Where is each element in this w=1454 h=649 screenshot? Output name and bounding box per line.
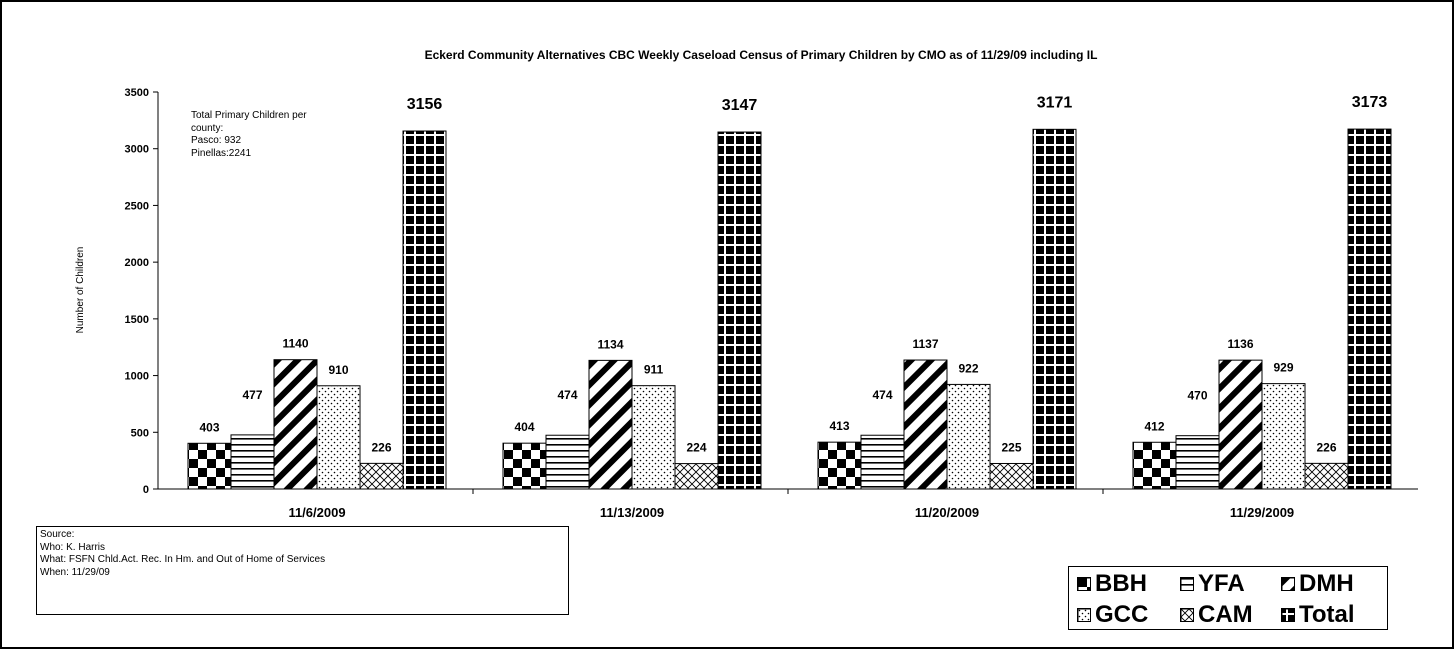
legend-label: DMH bbox=[1299, 570, 1354, 597]
data-label-bbh: 413 bbox=[829, 419, 849, 433]
data-label-total: 3171 bbox=[1037, 94, 1073, 111]
legend-item-total: Total bbox=[1281, 600, 1355, 630]
y-tick-label: 1500 bbox=[125, 314, 149, 326]
legend-label: GCC bbox=[1095, 601, 1149, 628]
bar-cam bbox=[1304, 462, 1349, 490]
bar-cam bbox=[674, 463, 719, 490]
bar-total bbox=[1032, 128, 1077, 490]
bar-yfa bbox=[230, 434, 275, 490]
legend-item-bbh: BBH bbox=[1077, 569, 1147, 599]
x-tick-label: 11/29/2009 bbox=[1230, 505, 1294, 520]
bar-yfa bbox=[545, 434, 590, 490]
legend-item-gcc: GCC bbox=[1077, 600, 1148, 630]
data-label-cam: 225 bbox=[1001, 440, 1021, 454]
legend-item-yfa: YFA bbox=[1180, 569, 1245, 599]
data-label-cam: 226 bbox=[1316, 440, 1336, 454]
bar-yfa bbox=[860, 434, 905, 490]
bar-dmh bbox=[588, 359, 633, 490]
source-line: Source: bbox=[40, 529, 75, 540]
legend-item-dmh: DMH bbox=[1281, 569, 1354, 599]
bar-bbh bbox=[187, 442, 232, 490]
x-tick-label: 11/13/2009 bbox=[600, 505, 664, 520]
y-tick-label: 3000 bbox=[125, 144, 149, 156]
data-label-dmh: 1140 bbox=[282, 337, 308, 351]
y-tick-label: 3500 bbox=[125, 87, 149, 99]
bar-yfa bbox=[1175, 435, 1220, 490]
y-tick-label: 2500 bbox=[125, 200, 149, 212]
data-label-total: 3173 bbox=[1352, 94, 1388, 111]
legend-label: YFA bbox=[1198, 570, 1245, 597]
y-tick-label: 500 bbox=[131, 427, 149, 439]
bar-cam bbox=[359, 462, 404, 490]
data-label-total: 3147 bbox=[722, 97, 758, 114]
legend-label: Total bbox=[1299, 601, 1355, 628]
bar-bbh bbox=[502, 442, 547, 490]
bar-total bbox=[402, 130, 447, 490]
bar-cam bbox=[989, 462, 1034, 490]
legend-label: BBH bbox=[1095, 570, 1147, 597]
y-axis-label: Number of Children bbox=[75, 247, 86, 334]
county-totals-note: Total Primary Children per county: Pasco… bbox=[191, 110, 307, 160]
total-swatch-icon bbox=[1281, 608, 1295, 622]
cam-swatch-icon bbox=[1180, 608, 1194, 622]
data-label-bbh: 412 bbox=[1144, 419, 1164, 433]
data-label-gcc: 922 bbox=[958, 361, 978, 375]
data-label-yfa: 477 bbox=[242, 388, 262, 402]
note-line: county: bbox=[191, 122, 224, 134]
data-label-yfa: 474 bbox=[872, 388, 892, 402]
bar-bbh bbox=[817, 441, 862, 490]
note-line: Pasco: 932 bbox=[191, 135, 242, 146]
legend: BBH YFA DMH GCC CAM Total bbox=[1068, 566, 1388, 630]
x-tick-label: 11/6/2009 bbox=[288, 505, 345, 520]
data-label-dmh: 1134 bbox=[597, 337, 623, 351]
source-line: Who: K. Harris bbox=[40, 541, 106, 553]
legend-label: CAM bbox=[1198, 601, 1253, 628]
bar-gcc bbox=[946, 383, 991, 490]
bar-gcc bbox=[316, 385, 361, 490]
data-label-gcc: 929 bbox=[1273, 361, 1293, 375]
bar-gcc bbox=[631, 385, 676, 490]
gcc-swatch-icon bbox=[1077, 608, 1091, 622]
bar-gcc bbox=[1261, 383, 1306, 490]
data-label-gcc: 910 bbox=[328, 363, 348, 377]
data-label-yfa: 474 bbox=[557, 388, 577, 402]
y-tick-label: 1000 bbox=[125, 371, 149, 383]
source-box: Source: Who: K. Harris What: FSFN Chld.A… bbox=[36, 526, 569, 615]
data-label-bbh: 404 bbox=[514, 420, 534, 434]
chart-title: Eckerd Community Alternatives CBC Weekly… bbox=[425, 48, 1098, 62]
yfa-swatch-icon bbox=[1180, 577, 1194, 591]
legend-item-cam: CAM bbox=[1180, 600, 1253, 630]
x-tick-label: 11/20/2009 bbox=[915, 505, 979, 520]
data-label-yfa: 470 bbox=[1187, 389, 1207, 403]
data-label-cam: 224 bbox=[686, 441, 706, 455]
bar-total bbox=[717, 131, 762, 490]
note-line: Total Primary Children per bbox=[191, 110, 307, 121]
bar-dmh bbox=[903, 359, 948, 490]
data-label-total: 3156 bbox=[407, 96, 443, 113]
dmh-swatch-icon bbox=[1281, 577, 1295, 591]
bbh-swatch-icon bbox=[1077, 577, 1091, 591]
source-line: What: FSFN Chld.Act. Rec. In Hm. and Out… bbox=[40, 554, 326, 565]
bar-dmh bbox=[1218, 359, 1263, 490]
note-line: Pinellas:2241 bbox=[191, 147, 252, 159]
data-label-dmh: 1137 bbox=[912, 337, 938, 351]
bar-total bbox=[1347, 128, 1392, 490]
source-line: When: 11/29/09 bbox=[40, 566, 110, 578]
data-label-dmh: 1136 bbox=[1227, 337, 1253, 351]
bar-bbh bbox=[1132, 441, 1177, 490]
y-tick-label: 0 bbox=[143, 484, 149, 496]
data-label-cam: 226 bbox=[371, 440, 391, 454]
plot-area: 0 500 1000 1500 2000 2500 3000 3500 11/6/2009 403… bbox=[125, 87, 1418, 520]
data-label-gcc: 911 bbox=[644, 363, 664, 377]
y-tick-label: 2000 bbox=[125, 257, 149, 269]
data-label-bbh: 403 bbox=[199, 420, 219, 434]
bar-dmh bbox=[273, 359, 318, 490]
